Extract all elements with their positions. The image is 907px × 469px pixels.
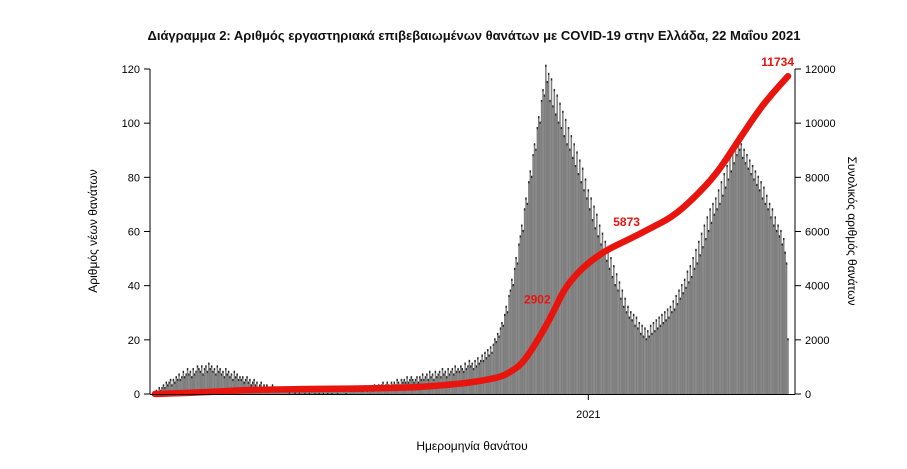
right-tick-label: 0	[805, 389, 811, 401]
chart-title: Διάγραμμα 2: Αριθμός εργαστηριακά επιβεβ…	[147, 28, 800, 43]
left-tick-label: 120	[122, 64, 140, 76]
left-tick-label: 80	[128, 172, 140, 184]
left-tick-label: 100	[122, 118, 140, 130]
left-tick-label: 0	[134, 389, 140, 401]
right-tick-label: 12000	[805, 64, 836, 76]
annotation-cumulative-milestone-1: 2902	[524, 292, 551, 306]
annotation-cumulative-milestone-2: 5873	[613, 215, 640, 229]
left-tick-label: 40	[128, 281, 140, 293]
left-tick-label: 20	[128, 335, 140, 347]
right-tick-label: 10000	[805, 118, 836, 130]
left-tick-label: 60	[128, 227, 140, 239]
x-axis: 2021	[150, 394, 795, 421]
daily-deaths-bars	[154, 64, 789, 395]
right-y-axis: 0 2000 4000 6000 8000 10000 12000	[794, 64, 836, 401]
cumulative-deaths-path	[151, 72, 792, 398]
left-y-axis: 0 20 40 60 80 100 120	[122, 64, 151, 401]
right-tick-label: 6000	[805, 227, 829, 239]
cumulative-line	[151, 72, 792, 398]
annotation-cumulative-final: 11734	[761, 55, 794, 69]
right-tick-label: 4000	[805, 281, 829, 293]
right-tick-label: 2000	[805, 335, 829, 347]
x-tick-label: 2021	[576, 409, 600, 421]
left-y-axis-label: Αριθμός νέων θανάτων	[86, 169, 100, 292]
right-y-axis-label: Συνολικός αριθμός θανάτων	[845, 156, 859, 305]
x-axis-label: Ημερομηνία θανάτου	[416, 439, 527, 453]
right-tick-label: 8000	[805, 172, 829, 184]
